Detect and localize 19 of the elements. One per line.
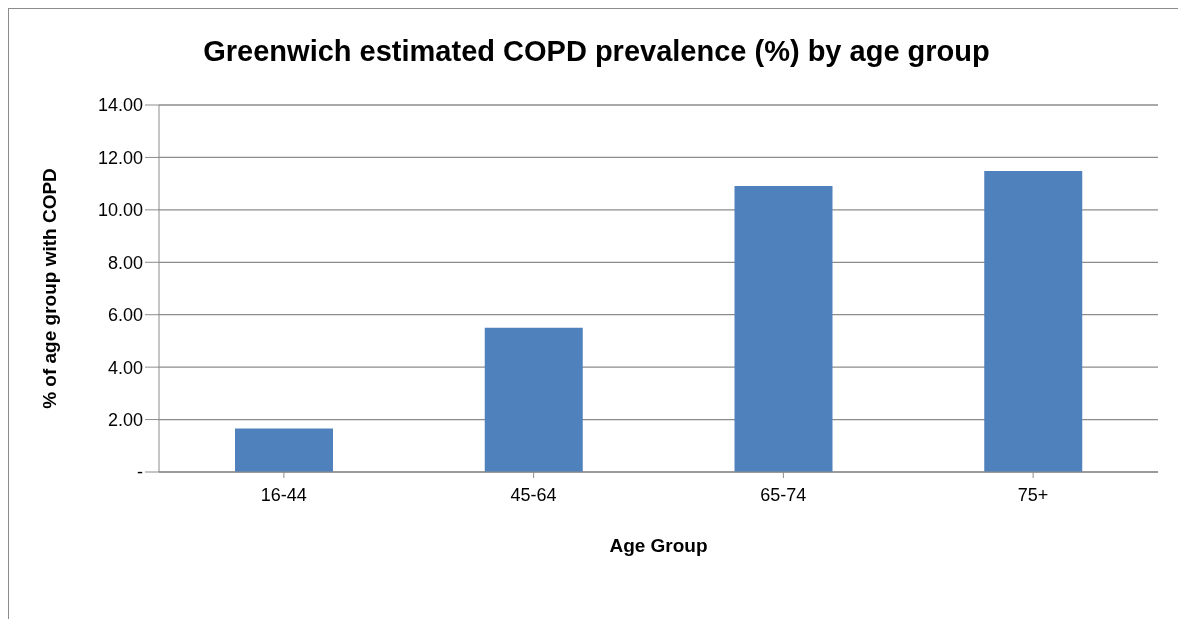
x-tick-label: 65-74 (760, 484, 807, 505)
y-tick-label: 14.00 (97, 95, 143, 116)
y-tick-label: 8.00 (107, 252, 143, 273)
bar (984, 171, 1083, 472)
x-tick-label: 75+ (1017, 484, 1049, 505)
y-tick-label: 4.00 (107, 357, 143, 378)
y-tick-label: 2.00 (107, 409, 143, 430)
y-tick-label: 12.00 (97, 147, 143, 168)
x-tick-label: 16-44 (260, 484, 307, 505)
chart-title: Greenwich estimated COPD prevalence (%) by age group (202, 35, 991, 68)
bar (734, 186, 833, 472)
x-axis-title: Age Group (609, 535, 708, 556)
y-tick-label: - (137, 462, 143, 483)
y-axis-title: % of age group with COPD (38, 168, 60, 409)
y-tick-label: 6.00 (107, 305, 143, 326)
y-tick-label: 10.00 (97, 200, 143, 221)
bar (235, 428, 333, 472)
x-tick-label: 45-64 (510, 484, 557, 505)
bar (484, 327, 583, 472)
